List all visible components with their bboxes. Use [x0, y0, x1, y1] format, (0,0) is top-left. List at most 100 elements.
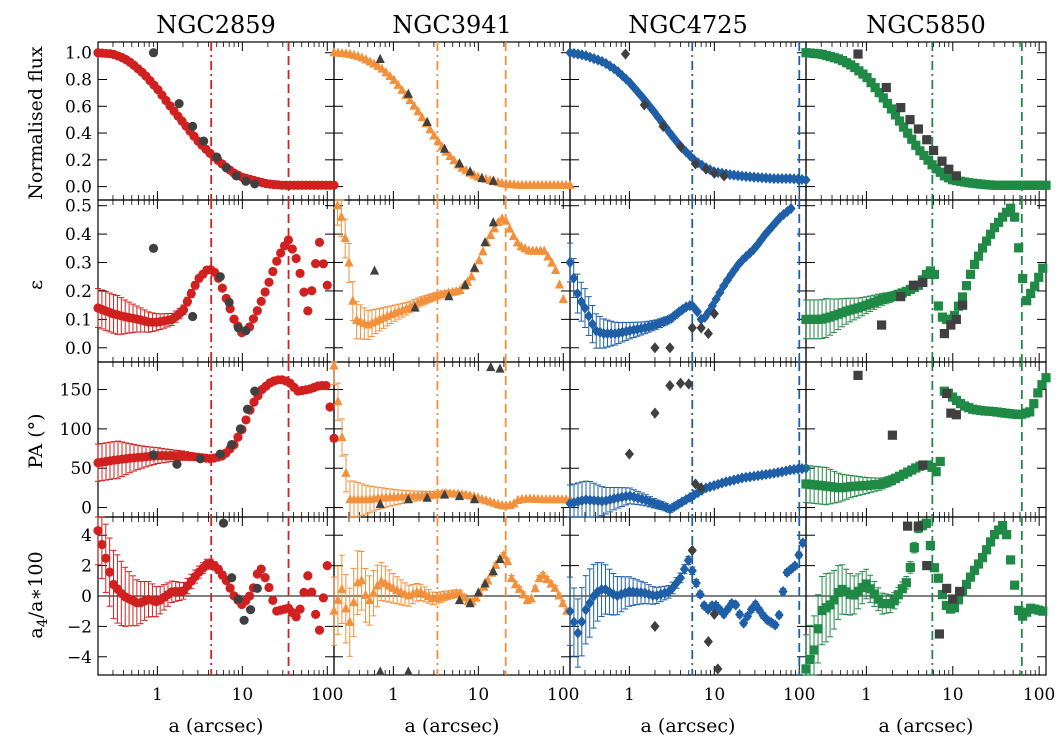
x-tick-label: 100 [311, 685, 343, 705]
comparison-point [198, 136, 209, 146]
profile-point [677, 496, 687, 508]
comparison-point [465, 597, 475, 608]
profile-point [813, 624, 823, 634]
profile-point [977, 553, 988, 563]
profile-point [565, 498, 575, 510]
profile-point [295, 604, 305, 614]
comparison-point [488, 175, 498, 185]
comparison-point [650, 407, 660, 419]
comparison-point [958, 300, 968, 310]
comparison-point [439, 143, 450, 153]
profile-point [268, 595, 278, 605]
profile-point [609, 493, 619, 505]
profile-point [587, 318, 598, 330]
profile-point [455, 588, 465, 598]
profile-point [508, 230, 519, 241]
profile-point [977, 243, 988, 253]
profile-point [700, 311, 710, 323]
comparison-point [477, 172, 487, 183]
comparison-point [488, 217, 498, 227]
comparison-point [233, 323, 244, 333]
comparison-point [665, 342, 675, 354]
profile-point [829, 595, 839, 605]
profile-point [565, 179, 575, 189]
comparison-point [955, 586, 965, 597]
profile-point [748, 243, 759, 256]
profile-point [337, 431, 347, 442]
profile-point [573, 495, 583, 508]
profile-point [929, 269, 939, 280]
comparison-point [709, 608, 719, 620]
profile-point [1038, 263, 1048, 273]
comparison-point [218, 518, 229, 528]
profile-point [303, 306, 313, 316]
profile-point [217, 283, 227, 293]
profile-point [981, 236, 992, 246]
profile-point [865, 584, 875, 594]
profile-point [489, 223, 499, 233]
comparison-point [454, 490, 465, 501]
y-tick-label: 0.3 [65, 254, 92, 274]
profile-point [340, 232, 350, 243]
profile-point [534, 572, 544, 583]
profile-point [715, 604, 725, 616]
profile-point [985, 537, 996, 547]
profile-point [526, 593, 536, 603]
profile-point [425, 124, 435, 134]
comparison-point [876, 320, 887, 330]
y-tick-label: 0.4 [65, 124, 92, 144]
comparison-point [375, 666, 385, 676]
profile-point [915, 146, 925, 156]
x-tick-label: 1 [152, 685, 163, 705]
profile-point [717, 477, 727, 489]
profile-point [322, 280, 332, 290]
profile-point [1041, 373, 1051, 383]
profile-point [509, 498, 519, 508]
comparison-point [922, 561, 932, 571]
panel-ngc3941-ell [333, 199, 571, 363]
profile-point [969, 565, 980, 575]
comparison-point [951, 314, 961, 324]
profile-point [935, 456, 945, 467]
comparison-point [903, 521, 913, 531]
profile-point [565, 256, 575, 269]
profile-point [322, 561, 332, 571]
profile-point [683, 554, 693, 566]
comparison-point [675, 377, 686, 389]
y-tick-label: 150 [60, 381, 92, 401]
profile-point [260, 287, 270, 297]
profile-point [746, 603, 757, 615]
comparison-point [469, 494, 480, 504]
comparison-point [944, 164, 954, 174]
profile-point [1006, 203, 1016, 213]
profile-point [679, 563, 690, 575]
profile-point [572, 287, 583, 300]
ylabel-a4-main: a [25, 627, 47, 638]
comparison-point [242, 404, 253, 414]
profile-point [770, 619, 780, 631]
profile-point [703, 603, 713, 615]
comparison-point [250, 179, 260, 189]
comparison-point [905, 115, 915, 125]
profile-point [608, 588, 619, 600]
profile-point [767, 220, 777, 232]
profile-point [1010, 580, 1020, 590]
profile-point [981, 545, 992, 555]
comparison-point [227, 440, 237, 450]
comparison-point [403, 88, 413, 98]
profile-point [778, 585, 788, 598]
profile-point [569, 616, 579, 628]
column-title-ngc5850: NGC5850 [866, 11, 986, 39]
comparison-point [148, 48, 159, 58]
profile-point [733, 258, 744, 270]
comparison-point [881, 82, 891, 93]
profile-point [357, 575, 367, 585]
profile-point [1041, 180, 1051, 190]
comparison-point [951, 171, 961, 181]
profile-point [445, 150, 455, 160]
profile-point [329, 180, 339, 190]
profile-point [727, 597, 737, 610]
profile-point [965, 572, 976, 582]
profile-point [674, 306, 684, 318]
profile-point [889, 596, 899, 606]
